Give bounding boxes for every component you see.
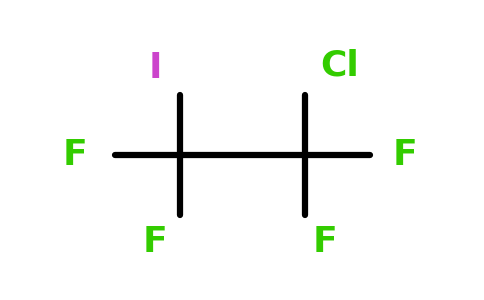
Text: F: F xyxy=(143,225,167,259)
Text: I: I xyxy=(148,51,162,85)
Text: F: F xyxy=(62,138,88,172)
Text: F: F xyxy=(313,225,337,259)
Text: Cl: Cl xyxy=(320,48,360,82)
Text: F: F xyxy=(393,138,417,172)
